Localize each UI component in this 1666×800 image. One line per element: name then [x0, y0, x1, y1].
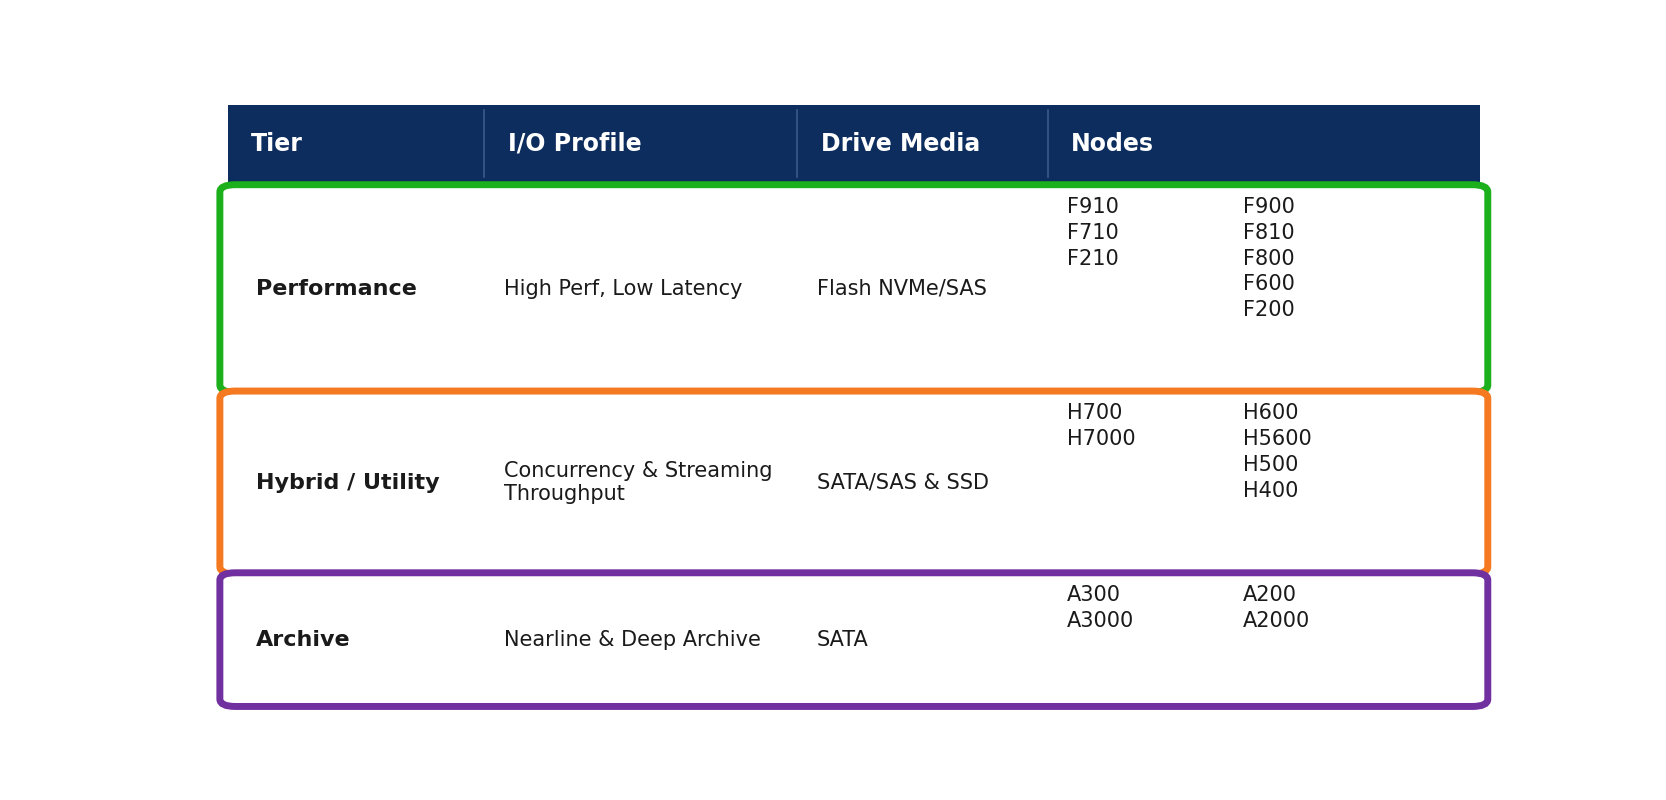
Text: SATA/SAS & SSD: SATA/SAS & SSD	[816, 473, 990, 493]
FancyBboxPatch shape	[220, 391, 1488, 574]
Text: Archive: Archive	[257, 630, 350, 650]
Text: Drive Media: Drive Media	[821, 132, 980, 156]
Text: Tier: Tier	[252, 132, 303, 156]
Text: A300: A300	[1068, 585, 1121, 605]
Text: H600: H600	[1243, 403, 1298, 423]
FancyBboxPatch shape	[220, 185, 1488, 392]
Text: F710: F710	[1068, 222, 1120, 242]
Text: Performance: Performance	[257, 278, 416, 298]
Text: A2000: A2000	[1243, 611, 1309, 631]
Text: F210: F210	[1068, 249, 1120, 269]
Text: F900: F900	[1243, 197, 1294, 217]
Text: H700: H700	[1068, 403, 1123, 423]
Text: F810: F810	[1243, 222, 1294, 242]
Text: Flash NVMe/SAS: Flash NVMe/SAS	[816, 278, 986, 298]
Text: Concurrency & Streaming
Throughput: Concurrency & Streaming Throughput	[503, 461, 773, 504]
Text: H400: H400	[1243, 481, 1298, 501]
Text: SATA: SATA	[816, 630, 868, 650]
Text: H5600: H5600	[1243, 429, 1311, 449]
FancyBboxPatch shape	[220, 573, 1488, 706]
Text: F800: F800	[1243, 249, 1294, 269]
Text: High Perf, Low Latency: High Perf, Low Latency	[503, 278, 743, 298]
Text: F910: F910	[1068, 197, 1120, 217]
Text: I/O Profile: I/O Profile	[508, 132, 641, 156]
Text: F600: F600	[1243, 274, 1294, 294]
Text: Nearline & Deep Archive: Nearline & Deep Archive	[503, 630, 761, 650]
Text: Nodes: Nodes	[1071, 132, 1155, 156]
Text: F200: F200	[1243, 300, 1294, 320]
Text: Hybrid / Utility: Hybrid / Utility	[257, 473, 440, 493]
Text: A3000: A3000	[1068, 611, 1135, 631]
Text: A200: A200	[1243, 585, 1296, 605]
Text: H500: H500	[1243, 455, 1298, 475]
FancyBboxPatch shape	[228, 106, 1479, 182]
Text: H7000: H7000	[1068, 429, 1136, 449]
